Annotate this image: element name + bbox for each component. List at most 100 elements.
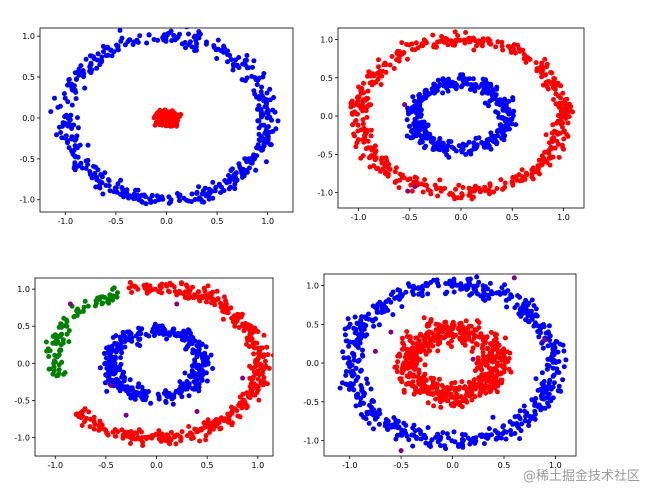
data-point-series-0: [244, 341, 250, 347]
data-point-series-0: [433, 44, 439, 50]
data-point-series-0: [103, 183, 109, 188]
data-point-series-1: [462, 77, 467, 83]
data-point-series-2: [199, 341, 205, 347]
data-point-series-1: [430, 381, 436, 386]
data-point-series-0: [105, 45, 111, 51]
data-point-series-0: [179, 429, 185, 435]
data-point-series-2: [194, 343, 200, 349]
data-point-series-1: [417, 140, 423, 146]
data-point-series-0: [360, 108, 366, 114]
data-point-series-0: [489, 432, 494, 438]
data-point-series-0: [482, 188, 488, 193]
data-point-series-2: [97, 365, 103, 371]
data-point-series-0: [186, 198, 191, 204]
data-point-series-0: [337, 385, 343, 391]
data-point-series-1: [486, 365, 492, 371]
data-point-series-0: [263, 159, 269, 165]
data-point-series-0: [259, 345, 265, 351]
data-point-series-0: [496, 289, 502, 295]
data-point-series-0: [259, 114, 264, 120]
data-point-series-0: [527, 56, 533, 62]
data-point-series-0: [371, 147, 377, 153]
data-point-series-0: [61, 91, 67, 97]
data-point-series-0: [270, 107, 276, 113]
data-point-series-0: [405, 56, 410, 62]
data-point-series-1: [411, 104, 417, 110]
data-point-series-0: [495, 39, 501, 45]
data-point-series-0: [400, 172, 405, 178]
data-point-series-1: [506, 98, 512, 104]
data-point-series-0: [79, 423, 85, 428]
data-point-series-0: [367, 154, 373, 160]
data-point-series-0: [485, 36, 491, 42]
data-point-series-1: [64, 331, 70, 337]
data-point-series-1: [422, 362, 428, 368]
data-point-series-1: [466, 379, 472, 385]
data-point-series-0: [67, 122, 73, 128]
data-point-series-0: [221, 188, 227, 194]
data-point-series-0: [113, 185, 119, 191]
data-point-series-0: [159, 290, 165, 296]
data-point-series-0: [102, 170, 108, 176]
data-point-series-0: [543, 132, 549, 138]
data-point-series-0: [179, 280, 184, 286]
data-point-series-0: [539, 74, 545, 80]
subplot-bottom-right: -1.0 -0.5 0.0 0.5 1.0 -1.0 -0.5 0.0 0.5 1.0: [303, 273, 577, 470]
data-point-series-0: [232, 174, 238, 180]
data-point-series-1: [438, 404, 444, 410]
data-point-series-2: [168, 392, 173, 398]
data-point-series-2: [102, 361, 108, 367]
data-point-series-2: [196, 388, 202, 394]
data-point-series-0: [126, 37, 132, 43]
data-point-series-0: [500, 47, 506, 53]
data-point-series-1: [433, 321, 439, 327]
watermark-text: @稀土掘金技术社区: [522, 469, 640, 484]
data-point-series-0: [498, 435, 504, 441]
data-point-series-0: [189, 191, 195, 197]
data-point-series-0: [471, 194, 476, 200]
data-point-series-0: [256, 131, 262, 137]
data-point-series-0: [58, 130, 64, 135]
data-point-series-1: [513, 122, 519, 128]
data-point-series-0: [91, 419, 97, 425]
data-point-series-2: [189, 370, 195, 376]
data-point-series-1: [489, 356, 495, 362]
data-point-series-0: [189, 432, 195, 438]
data-point-series-0: [419, 181, 425, 187]
data-point-series-0: [553, 91, 559, 97]
data-point-series-0: [519, 167, 525, 173]
data-point-series-0: [525, 302, 530, 308]
data-point-series-1: [444, 81, 450, 87]
data-point-series-0: [438, 443, 444, 449]
data-point-series-0: [343, 372, 349, 378]
data-point-series-0: [510, 181, 516, 187]
data-point-series-0: [358, 367, 364, 373]
data-point-series-0: [240, 391, 246, 397]
data-point-series-1: [80, 308, 86, 314]
data-point-series-0: [142, 434, 148, 440]
data-point-series-2: [194, 371, 200, 377]
data-point-series-0: [394, 57, 400, 63]
data-point-series-2: [388, 329, 394, 335]
data-point-series-0: [543, 390, 549, 395]
data-point-series-0: [538, 393, 544, 399]
data-point-series-0: [546, 330, 552, 336]
data-point-series-0: [226, 186, 232, 192]
data-point-series-0: [184, 433, 190, 439]
data-point-series-0: [349, 383, 355, 389]
data-point-series-0: [75, 125, 81, 131]
data-point-series-0: [201, 294, 207, 300]
subplot-top-right: -1.0 -0.5 0.0 0.5 1.0 -1.0 -0.5 0.0 0.5 1.0: [317, 27, 585, 222]
data-point-series-0: [395, 51, 401, 57]
data-point-series-0: [519, 178, 525, 184]
data-point-series-2: [182, 370, 188, 376]
data-point-series-0: [250, 64, 255, 70]
data-point-series-2: [112, 370, 118, 376]
data-point-series-0: [377, 411, 383, 417]
data-point-series-1: [82, 298, 88, 304]
data-point-series-0: [140, 443, 146, 448]
data-point-series-0: [360, 347, 365, 353]
data-point-series-0: [251, 381, 257, 387]
data-point-series-1: [502, 335, 508, 341]
data-point-series-0: [366, 145, 371, 151]
